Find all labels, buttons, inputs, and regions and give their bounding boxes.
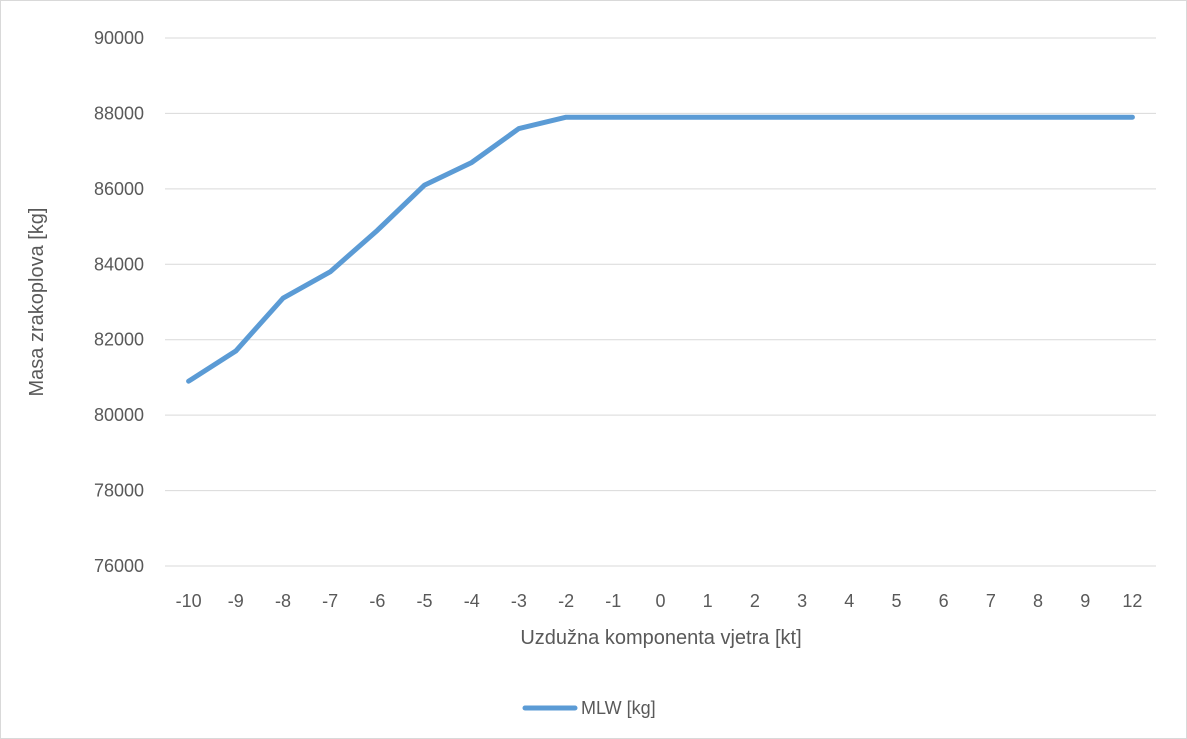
data-point bbox=[235, 350, 237, 352]
x-tick-label: 1 bbox=[703, 591, 713, 611]
data-point bbox=[518, 128, 520, 130]
y-axis-title: Masa zrakoplova [kg] bbox=[26, 208, 48, 397]
data-point bbox=[895, 116, 897, 118]
x-axis-tick-labels: -10 -9 -8 -7 -6 -5 -4 -3 -2 -1 0 1 2 3 4 5 6 7 8 9 12 bbox=[176, 591, 1143, 611]
data-point bbox=[1084, 116, 1086, 118]
y-axis-tick-labels: 76000 78000 80000 82000 84000 86000 88000 90000 bbox=[94, 28, 144, 576]
x-axis-title: Uzdužna komponenta vjetra [kt] bbox=[520, 627, 801, 649]
x-tick-label: 12 bbox=[1122, 591, 1142, 611]
x-tick-label: -10 bbox=[176, 591, 202, 611]
data-point bbox=[1037, 116, 1039, 118]
y-tick-label: 82000 bbox=[94, 330, 144, 350]
data-point bbox=[848, 116, 850, 118]
y-tick-label: 76000 bbox=[94, 556, 144, 576]
data-point bbox=[612, 116, 614, 118]
x-tick-label: 5 bbox=[891, 591, 901, 611]
x-tick-label: -9 bbox=[228, 591, 244, 611]
x-tick-label: 6 bbox=[939, 591, 949, 611]
data-point bbox=[329, 271, 331, 273]
data-point bbox=[565, 116, 567, 118]
data-point bbox=[188, 380, 190, 382]
data-point bbox=[1131, 116, 1133, 118]
x-tick-label: 8 bbox=[1033, 591, 1043, 611]
y-tick-label: 88000 bbox=[94, 103, 144, 123]
data-point bbox=[943, 116, 945, 118]
x-tick-label: -5 bbox=[417, 591, 433, 611]
y-tick-label: 78000 bbox=[94, 481, 144, 501]
x-tick-label: -8 bbox=[275, 591, 291, 611]
data-point bbox=[754, 116, 756, 118]
x-tick-label: -7 bbox=[322, 591, 338, 611]
y-tick-label: 90000 bbox=[94, 28, 144, 48]
x-tick-label: 7 bbox=[986, 591, 996, 611]
x-tick-label: -1 bbox=[605, 591, 621, 611]
data-point bbox=[424, 184, 426, 186]
y-tick-label: 86000 bbox=[94, 179, 144, 199]
x-tick-label: 4 bbox=[844, 591, 854, 611]
data-point bbox=[376, 229, 378, 231]
data-point bbox=[471, 161, 473, 163]
x-tick-label: 0 bbox=[655, 591, 665, 611]
legend-label-mlw: MLW [kg] bbox=[581, 698, 656, 718]
y-tick-label: 84000 bbox=[94, 254, 144, 274]
data-point bbox=[660, 116, 661, 118]
x-tick-label: 3 bbox=[797, 591, 807, 611]
data-point bbox=[990, 116, 992, 118]
legend: MLW [kg] bbox=[522, 698, 656, 718]
gridlines bbox=[165, 37, 1156, 567]
x-tick-label: -6 bbox=[369, 591, 385, 611]
series-line-mlw bbox=[186, 114, 1135, 384]
data-point bbox=[282, 297, 284, 299]
x-tick-label: -2 bbox=[558, 591, 574, 611]
x-tick-label: 9 bbox=[1080, 591, 1090, 611]
x-tick-label: -4 bbox=[464, 591, 480, 611]
x-tick-label: 2 bbox=[750, 591, 760, 611]
data-point bbox=[801, 116, 803, 118]
data-point bbox=[707, 116, 709, 118]
x-tick-label: -3 bbox=[511, 591, 527, 611]
series-lines bbox=[186, 114, 1135, 384]
y-tick-label: 80000 bbox=[94, 405, 144, 425]
